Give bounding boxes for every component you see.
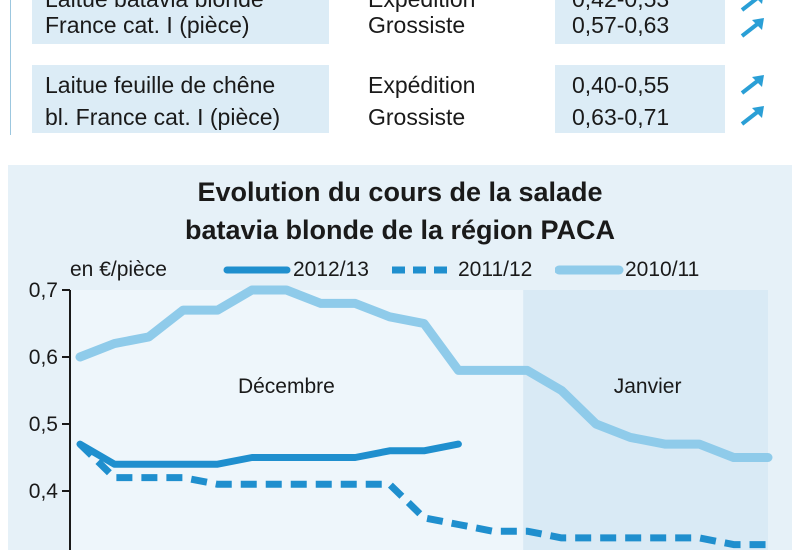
trend-up-arrow-icon <box>740 75 764 95</box>
chart-panel: Evolution du cours de la salade batavia … <box>8 165 792 550</box>
chart-title: Evolution du cours de la salade <box>197 177 603 207</box>
price-band <box>555 0 725 44</box>
legend-item-2010-11: 2010/11 <box>555 257 715 283</box>
price-range: 0,57-0,63 <box>572 12 670 38</box>
legend-label: 2010/11 <box>625 258 700 281</box>
market-stage: Expédition <box>368 0 475 15</box>
y-tick-label: 0,4 <box>29 480 59 503</box>
january-region <box>523 290 768 550</box>
product-name: Laitue feuille de chêne <box>45 72 276 98</box>
table-row-band <box>32 0 329 44</box>
product-name: bl. France cat. I (pièce) <box>45 104 281 130</box>
line-chart: 0,7 0,6 0,5 0,4 0,3 Décembre Janvier <box>29 279 773 550</box>
market-stage: Grossiste <box>368 12 466 38</box>
price-table: Laitue batavia blonde France cat. I (piè… <box>10 0 800 135</box>
chart-subtitle: batavia blonde de la région PACA <box>184 215 616 245</box>
market-stage: Grossiste <box>368 104 466 130</box>
product-name: Laitue batavia blonde <box>45 0 264 15</box>
trend-up-arrow-icon <box>740 18 764 38</box>
market-stage: Expédition <box>368 72 476 98</box>
y-tick-label: 0,7 <box>29 279 58 302</box>
series-line-2012-13 <box>76 440 462 468</box>
legend-label: 2012/13 <box>293 258 369 281</box>
price-band <box>555 65 725 133</box>
price-range: 0,40-0,55 <box>572 72 670 98</box>
trend-up-arrow-icon <box>740 0 763 12</box>
product-name: France cat. I (pièce) <box>45 12 250 38</box>
table-row-band <box>32 65 329 133</box>
series-line-2010-11 <box>75 285 773 462</box>
period-label-december: Décembre <box>238 375 335 398</box>
y-tick-label: 0,5 <box>29 413 58 436</box>
price-range: 0,42-0,53 <box>572 0 669 15</box>
legend-item-2011-12: 2011/12 <box>388 257 538 283</box>
price-range: 0,63-0,71 <box>572 104 670 130</box>
trend-up-arrow-icon <box>740 106 764 126</box>
legend-swatch <box>223 266 291 274</box>
y-tick-label: 0,6 <box>29 346 58 369</box>
series-line-2011-12 <box>77 441 768 549</box>
legend-label: 2011/12 <box>458 258 533 281</box>
y-tick-label: 0,3 <box>29 547 58 550</box>
legend-swatch <box>392 266 452 274</box>
period-label-january: Janvier <box>614 375 682 398</box>
table-left-rule <box>10 0 11 135</box>
legend-item-2012-13: 2012/13 <box>223 257 369 283</box>
legend-swatch <box>555 265 624 275</box>
y-axis-unit-label: en €/pièce <box>70 258 167 281</box>
